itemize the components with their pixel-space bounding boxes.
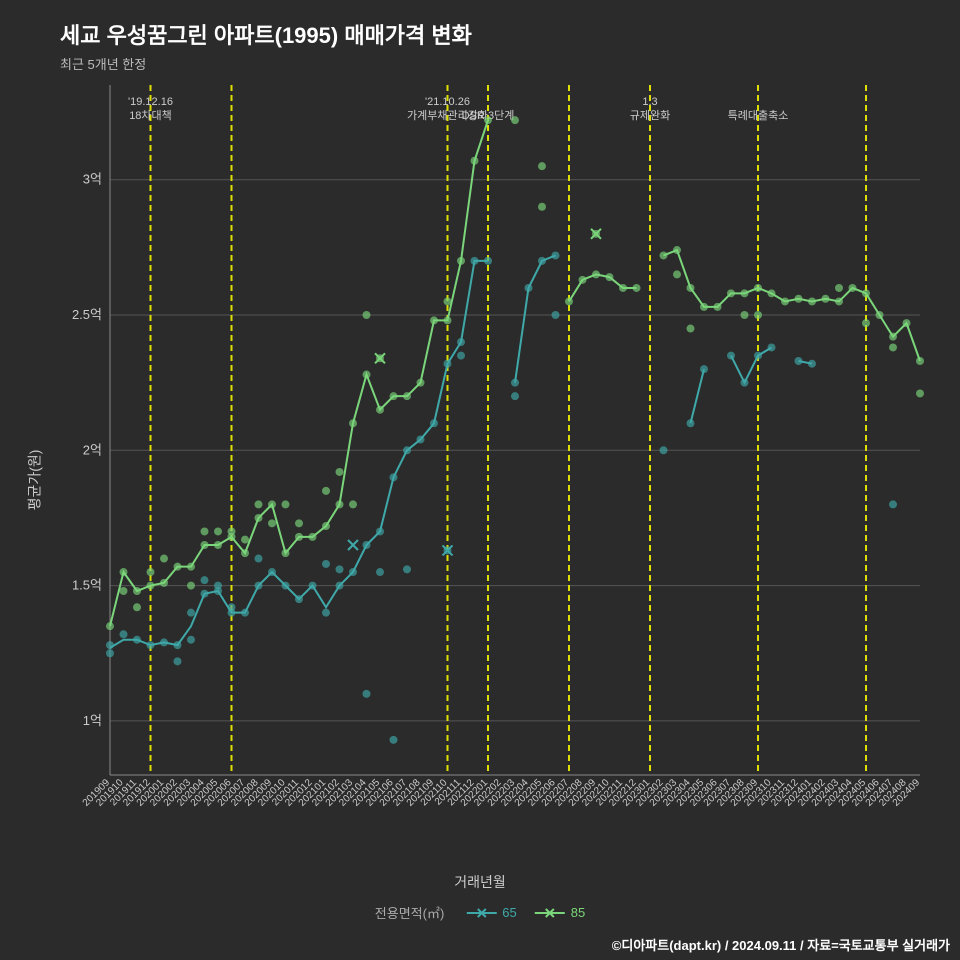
data-point [673, 270, 681, 278]
data-point [376, 568, 384, 576]
data-point [916, 389, 924, 397]
y-tick-label: 1억 [83, 713, 102, 728]
data-point [363, 311, 371, 319]
data-point [282, 500, 290, 508]
data-point [322, 487, 330, 495]
data-point [552, 311, 560, 319]
y-tick-label: 3억 [83, 172, 102, 187]
data-point [835, 284, 843, 292]
x-axis-label: 거래년월 [454, 872, 506, 892]
data-point [147, 568, 155, 576]
data-point [268, 519, 276, 527]
data-point [120, 630, 128, 638]
data-point [363, 690, 371, 698]
data-point [336, 565, 344, 573]
vline-annotation: 특례대출축소 [728, 109, 789, 122]
vline-annotation: 1.3 [642, 96, 657, 108]
data-point [349, 500, 357, 508]
data-point [160, 555, 168, 563]
data-point [889, 343, 897, 351]
vline-annotation: 규제완화 [630, 109, 670, 122]
vline-annotation: 18차대책 [129, 109, 172, 122]
y-tick-label: 2.5억 [72, 307, 102, 322]
y-tick-label: 1.5억 [72, 578, 102, 593]
data-point [187, 636, 195, 644]
legend: 전용면적(㎡) 65 85 [375, 903, 585, 922]
data-point [511, 392, 519, 400]
data-point [660, 446, 668, 454]
data-point [336, 468, 344, 476]
data-point [322, 560, 330, 568]
vline-annotation: '21.10.26 [425, 96, 470, 108]
data-point [201, 576, 209, 584]
chart-title: 세교 우성꿈그린 아파트(1995) 매매가격 변화 [0, 0, 960, 54]
data-point [255, 555, 263, 563]
data-point [214, 527, 222, 535]
data-point [187, 609, 195, 617]
data-point [862, 319, 870, 327]
data-point [295, 519, 303, 527]
data-point [403, 565, 411, 573]
data-point [174, 657, 182, 665]
legend-title: 전용면적(㎡) [375, 903, 445, 922]
data-point [120, 587, 128, 595]
outlier-marker [348, 540, 358, 550]
data-point [889, 500, 897, 508]
data-point [538, 162, 546, 170]
data-point [741, 311, 749, 319]
data-point [241, 536, 249, 544]
data-point [390, 736, 398, 744]
legend-item-65: 65 [466, 905, 516, 920]
data-point [214, 582, 222, 590]
data-point [187, 582, 195, 590]
data-point [106, 649, 114, 657]
y-tick-label: 2억 [83, 442, 102, 457]
legend-item-85: 85 [535, 905, 585, 920]
data-point [687, 325, 695, 333]
series-line-65 [110, 255, 893, 647]
data-point [457, 352, 465, 360]
vline-annotation: '19.12.16 [128, 96, 173, 108]
data-point [322, 609, 330, 617]
y-axis-label: 평균가(원) [24, 450, 44, 511]
data-point [255, 500, 263, 508]
chart-subtitle: 최근 5개년 한정 [0, 54, 960, 73]
data-point [133, 603, 141, 611]
data-point [538, 203, 546, 211]
data-point [201, 527, 209, 535]
chart-plot-area: 1억1.5억2억2.5억3억'19.12.1618차대책'21.10.26가계부… [60, 75, 930, 815]
data-point [228, 527, 236, 535]
chart-footer-credit: ©디아파트(dapt.kr) / 2024.09.11 / 자료=국토교통부 실… [612, 935, 950, 954]
data-point [511, 116, 519, 124]
data-point [754, 311, 762, 319]
